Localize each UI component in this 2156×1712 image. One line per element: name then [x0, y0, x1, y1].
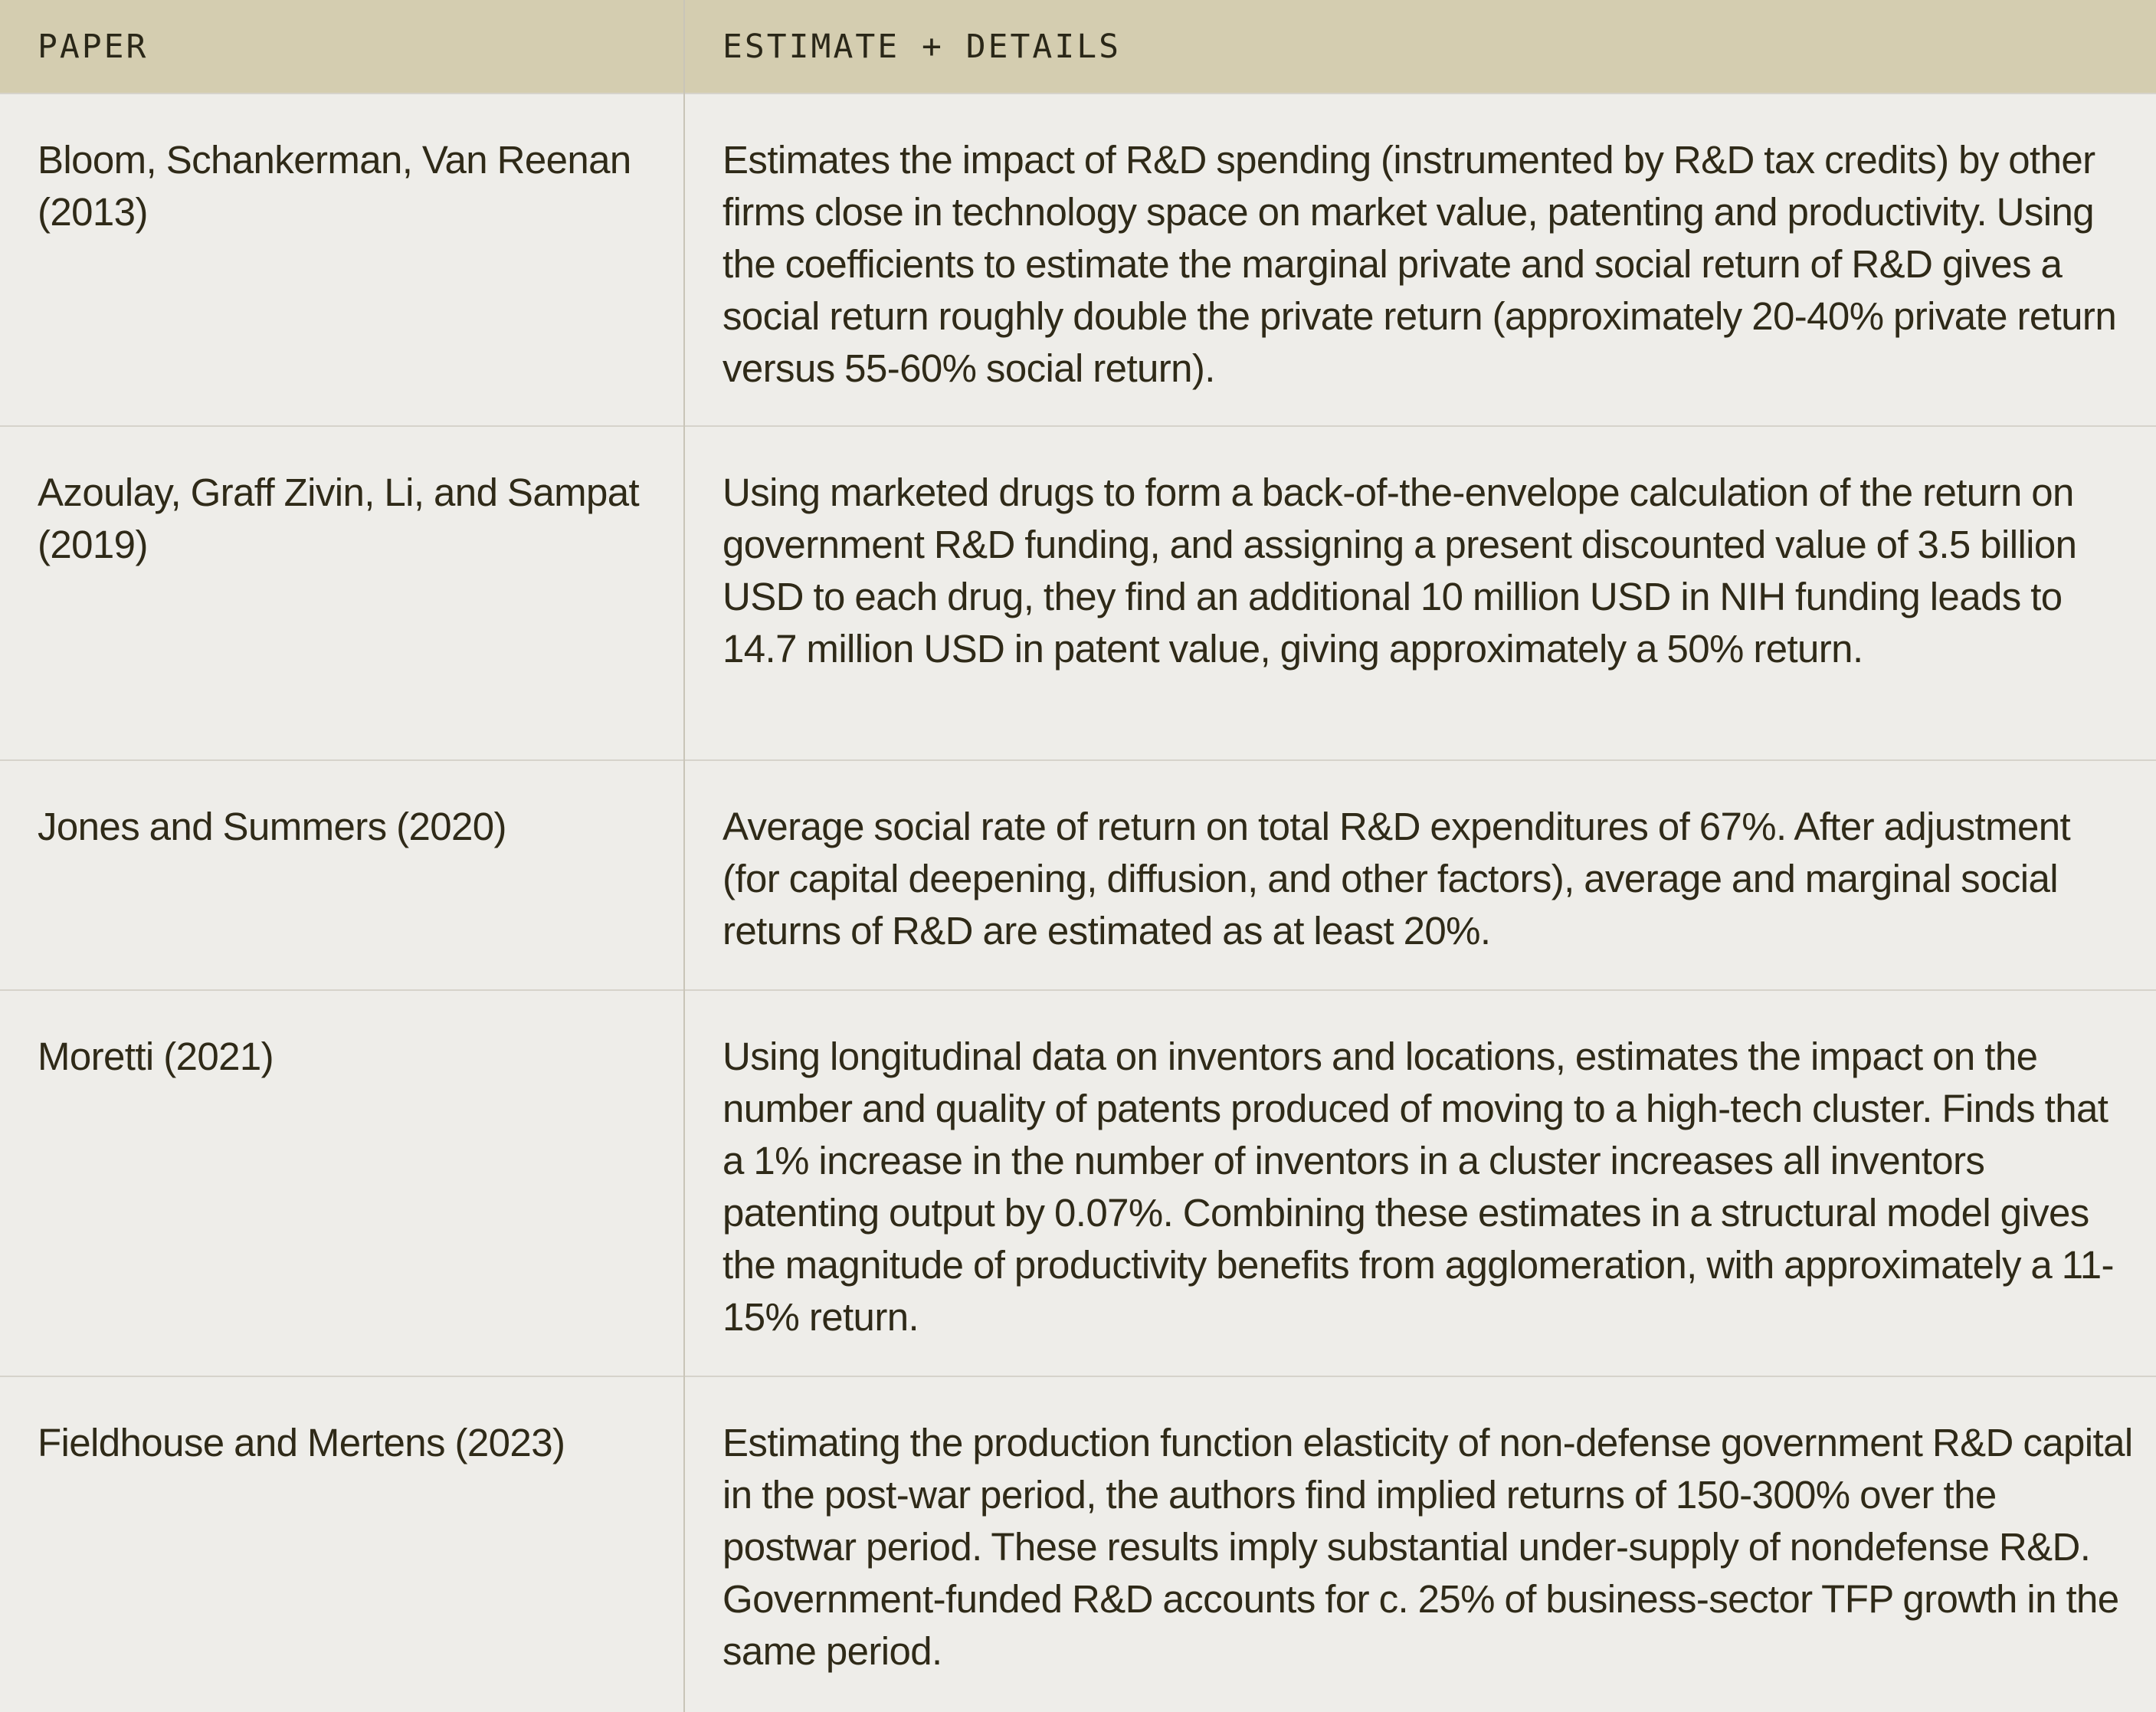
details-cell: Average social rate of return on total R… [683, 760, 2156, 990]
paper-cell: Bloom, Schankerman, Van Reenan (2013) [38, 138, 631, 234]
table-row: Jones and Summers (2020) Average social … [0, 760, 2156, 990]
details-cell: Estimating the production function elast… [683, 1376, 2156, 1712]
table-row: Bloom, Schankerman, Van Reenan (2013) Es… [0, 93, 2156, 426]
details-cell: Estimates the impact of R&D spending (in… [683, 93, 2156, 426]
paper-cell: Fieldhouse and Mertens (2023) [38, 1421, 565, 1464]
column-header-paper: PAPER [38, 27, 149, 66]
table-row: Azoulay, Graff Zivin, Li, and Sampat (20… [0, 426, 2156, 760]
table-header-row: PAPER ESTIMATE + DETAILS [0, 0, 2156, 93]
details-cell: Using longitudinal data on inventors and… [683, 990, 2156, 1376]
table-row: Moretti (2021) Using longitudinal data o… [0, 990, 2156, 1376]
details-cell: Using marketed drugs to form a back-of-t… [683, 426, 2156, 760]
column-header-details: ESTIMATE + DETAILS [683, 0, 2156, 93]
paper-cell: Moretti (2021) [38, 1035, 274, 1078]
paper-cell: Azoulay, Graff Zivin, Li, and Sampat (20… [38, 471, 640, 566]
table-row: Fieldhouse and Mertens (2023) Estimating… [0, 1376, 2156, 1712]
paper-cell: Jones and Summers (2020) [38, 805, 507, 848]
